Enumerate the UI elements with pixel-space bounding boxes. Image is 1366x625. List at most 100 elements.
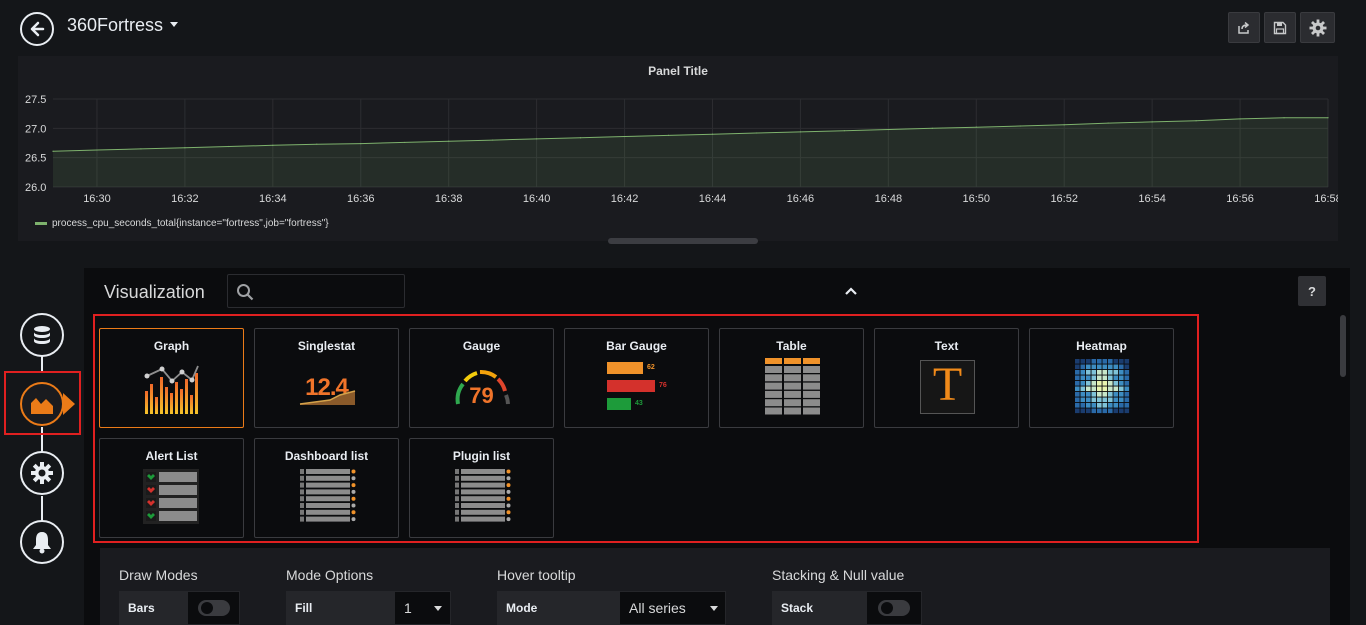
data-point	[843, 130, 845, 132]
heatmap-icon-cell	[1097, 381, 1102, 386]
list-icon-marker	[455, 516, 459, 522]
panel-resize-handle[interactable]	[608, 238, 758, 244]
list-icon-marker	[300, 475, 304, 481]
table-icon-header	[765, 358, 782, 364]
table-icon-cell	[803, 390, 820, 398]
arrow-left-icon	[30, 21, 45, 37]
visualization-highlight-box	[4, 371, 81, 435]
heatmap-icon-cell	[1119, 392, 1124, 397]
heatmap-icon-cell	[1075, 364, 1080, 370]
viz-card-graph[interactable]: Graph	[99, 328, 244, 428]
x-tick-label: 16:42	[611, 193, 639, 205]
chevron-up-icon[interactable]	[844, 286, 858, 296]
save-button[interactable]	[1264, 12, 1296, 43]
data-point	[360, 142, 362, 145]
data-point	[1019, 125, 1021, 127]
list-icon-dot	[506, 517, 511, 522]
series-line[interactable]	[52, 117, 1328, 152]
help-button[interactable]: ?	[1298, 276, 1326, 306]
switch-knob	[201, 602, 213, 614]
heatmap-icon-cell	[1075, 397, 1080, 403]
viz-card-gauge[interactable]: Gauge 79	[409, 328, 554, 428]
heatmap-icon-cell	[1102, 370, 1108, 375]
heatmap-icon-cell	[1102, 397, 1108, 403]
viz-card-bar-gauge[interactable]: Bar Gauge 62 76 43	[564, 328, 709, 428]
heatmap-icon-cell	[1097, 403, 1102, 408]
heatmap-icon-cell	[1102, 392, 1108, 397]
heatmap-icon-cell	[1086, 359, 1091, 364]
share-button[interactable]	[1228, 12, 1260, 43]
list-icon-dot	[351, 483, 356, 488]
heatmap-icon-cell	[1086, 375, 1091, 381]
dashboard-title[interactable]: 360Fortress	[67, 15, 164, 35]
stack-switch[interactable]	[866, 591, 922, 625]
x-tick-label: 16:44	[699, 193, 727, 205]
list-icon-dot	[351, 503, 356, 508]
heatmap-icon-cell	[1124, 408, 1130, 414]
search-input[interactable]	[227, 274, 405, 308]
sidebar-connector	[41, 496, 43, 522]
toggle-switch[interactable]	[878, 600, 910, 616]
data-point	[975, 126, 977, 128]
heatmap-icon-cell	[1097, 397, 1102, 403]
heatmap-icon-cell	[1124, 364, 1130, 370]
data-point	[1195, 120, 1197, 122]
heatmap-icon-cell	[1097, 370, 1102, 375]
chevron-down-icon[interactable]	[170, 22, 178, 27]
table-icon-cell	[784, 390, 801, 398]
fill-select[interactable]: 1	[394, 591, 451, 625]
bell-icon	[33, 532, 51, 554]
data-point	[316, 143, 318, 145]
x-tick-label: 16:52	[1050, 193, 1078, 205]
bars-switch[interactable]	[187, 591, 240, 625]
legend-item[interactable]: process_cpu_seconds_total{instance="fort…	[35, 218, 329, 229]
list-icon-row	[461, 503, 505, 508]
list-icon-row	[306, 503, 350, 508]
panel-title[interactable]: Panel Title	[648, 64, 708, 78]
sidebar-item-alert[interactable]	[20, 520, 64, 564]
toggle-switch[interactable]	[198, 600, 230, 616]
heatmap-icon-cell	[1124, 392, 1130, 397]
list-icon-row	[306, 469, 350, 474]
mode-options-label: Mode Options	[286, 567, 374, 583]
heatmap-icon-cell	[1080, 370, 1086, 375]
viz-card-singlestat[interactable]: Singlestat 12.4	[254, 328, 399, 428]
viz-card-table[interactable]: Table	[719, 328, 864, 428]
data-point	[1283, 117, 1285, 119]
viz-card-plugin-list[interactable]: Plugin list	[409, 438, 554, 538]
heatmap-icon-cell	[1075, 359, 1080, 364]
graph-chart[interactable]: 27.5 27.0 26.5 26.0 16:30 16:32 16:34 16:36 16:3…	[18, 56, 1338, 231]
heatmap-icon-cell	[1108, 403, 1113, 408]
heatmap-icon-cell	[1102, 408, 1108, 414]
heatmap-icon-cell	[1075, 392, 1080, 397]
list-icon-dot	[506, 496, 511, 501]
viz-card-dashboard-list[interactable]: Dashboard list	[254, 438, 399, 538]
viz-card-label: Bar Gauge	[606, 339, 667, 353]
list-icon-marker	[300, 496, 304, 502]
tooltip-mode-select[interactable]: All series	[619, 591, 726, 625]
settings-button[interactable]	[1300, 12, 1335, 43]
heatmap-icon-cell	[1075, 381, 1080, 386]
viz-card-label: Graph	[153, 339, 190, 353]
y-tick-label: 27.0	[25, 123, 46, 135]
sidebar-item-visualization[interactable]	[20, 382, 64, 426]
data-point	[184, 147, 186, 149]
viz-card-alert-list[interactable]: Alert List	[99, 438, 244, 538]
list-icon-dot	[351, 476, 356, 481]
scrollbar[interactable]	[1340, 315, 1346, 377]
list-icon-row	[306, 509, 350, 515]
x-tick-label: 16:30	[83, 193, 111, 205]
heatmap-icon-cell	[1086, 370, 1091, 375]
viz-card-heatmap[interactable]: Heatmap	[1029, 328, 1174, 428]
heatmap-icon-cell	[1086, 392, 1091, 397]
list-icon-row	[461, 489, 505, 495]
list-icon-marker	[455, 489, 459, 495]
list-icon-dot	[351, 517, 356, 522]
sidebar-item-general[interactable]	[20, 451, 64, 495]
back-button[interactable]	[20, 12, 54, 46]
viz-card-text[interactable]: Text T	[874, 328, 1019, 428]
heatmap-icon-cell	[1075, 370, 1080, 375]
heatmap-icon-cell	[1108, 370, 1113, 375]
sidebar-item-queries[interactable]	[20, 313, 64, 357]
data-point	[140, 148, 142, 150]
